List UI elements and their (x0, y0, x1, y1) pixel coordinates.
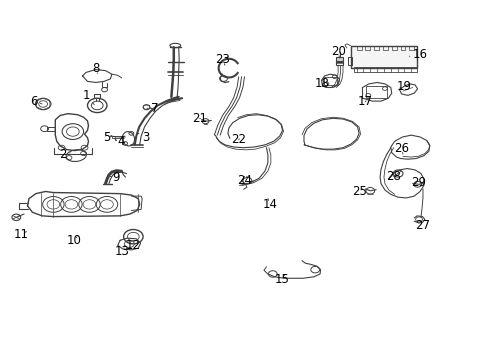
Text: 28: 28 (385, 170, 400, 183)
Text: 11: 11 (14, 228, 29, 241)
Text: 20: 20 (330, 45, 345, 58)
Bar (335, 61, 343, 65)
Bar (335, 57, 343, 62)
Text: 29: 29 (411, 176, 426, 189)
Bar (112, 136, 122, 138)
Text: 5: 5 (103, 131, 112, 144)
Bar (353, 67, 416, 72)
Text: 15: 15 (275, 273, 289, 286)
Text: 7: 7 (147, 102, 158, 115)
Bar (366, 86, 386, 98)
Text: 13: 13 (115, 244, 130, 257)
Text: 12: 12 (125, 239, 141, 252)
Text: 14: 14 (262, 198, 277, 211)
Text: 22: 22 (231, 133, 245, 146)
Text: 9: 9 (110, 171, 119, 184)
Text: 1: 1 (82, 89, 94, 105)
Bar (347, 57, 351, 64)
Text: 8: 8 (92, 62, 100, 75)
Text: 3: 3 (138, 131, 149, 144)
Bar (350, 46, 416, 68)
Text: 2: 2 (59, 148, 70, 161)
Circle shape (143, 105, 150, 110)
Text: 17: 17 (357, 95, 372, 108)
Text: 19: 19 (396, 80, 411, 93)
Text: 18: 18 (314, 77, 329, 90)
Bar (324, 77, 336, 85)
Text: 24: 24 (237, 174, 251, 187)
Text: 6: 6 (30, 95, 42, 108)
Text: 23: 23 (215, 53, 229, 66)
Text: 21: 21 (192, 112, 207, 125)
Text: 16: 16 (408, 48, 427, 61)
Text: 10: 10 (66, 234, 81, 247)
Text: 27: 27 (414, 219, 429, 233)
Text: 26: 26 (393, 142, 408, 155)
Text: 4: 4 (118, 135, 125, 148)
Text: 25: 25 (351, 185, 366, 198)
